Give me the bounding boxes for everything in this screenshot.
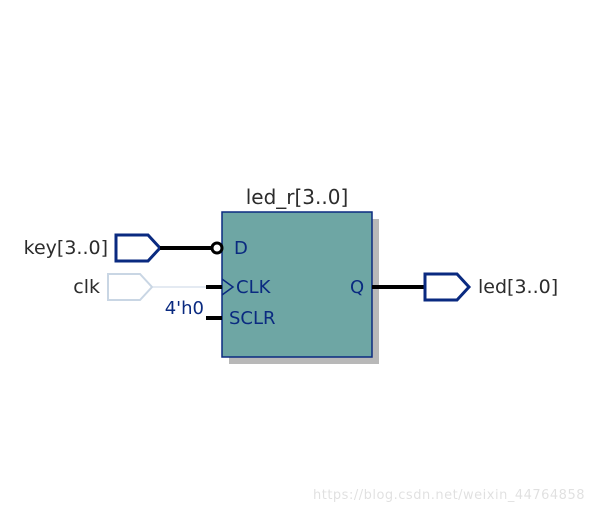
output-led-label: led[3..0] — [478, 276, 558, 298]
output-led-pin-icon — [425, 274, 469, 300]
const-sclr-label: 4'h0 — [165, 298, 204, 319]
port-sclr-label: SCLR — [229, 308, 276, 329]
watermark-text: https://blog.csdn.net/weixin_44764858 — [313, 488, 585, 503]
schematic-diagram: led_r[3..0] D CLK SCLR Q key[3..0] clk 4… — [0, 0, 595, 509]
input-key-label: key[3..0] — [24, 237, 108, 259]
input-key-pin-icon — [116, 235, 160, 261]
block-title: led_r[3..0] — [246, 185, 349, 209]
port-clk-label: CLK — [236, 277, 272, 298]
d-invert-bubble-icon — [212, 243, 222, 253]
port-q-label: Q — [350, 277, 364, 298]
port-d-label: D — [234, 238, 248, 259]
input-clk-pin-icon — [108, 274, 152, 300]
input-clk-label: clk — [73, 276, 100, 298]
